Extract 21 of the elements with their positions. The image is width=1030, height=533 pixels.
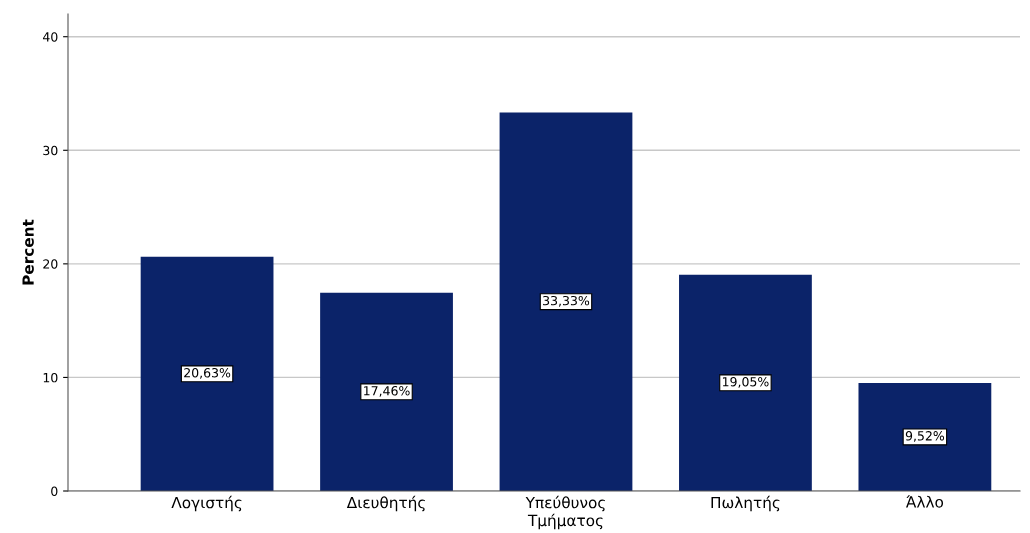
y-tick-label: 10 [43,372,58,383]
x-tick-label: Πωλητής [711,495,780,512]
data-label: 17,46% [364,386,410,397]
data-label: 33,33% [543,295,590,307]
x-tick-label: Διευθητής [346,495,425,512]
y-tick-label: 20 [43,259,58,269]
y-tick-label: 30 [43,145,58,156]
y-tick-label: 0 [51,486,58,496]
x-tick-label: Άλλο [906,495,944,508]
x-tick-label: Υπεύθυνος Τμήματος [525,495,605,530]
bar [140,256,274,491]
x-tick-label: Λογιστής [171,495,242,512]
data-label: 9,52% [905,431,945,442]
bar [679,274,812,491]
bar [858,382,992,491]
bar [320,292,453,491]
y-tick-label: 40 [42,32,58,42]
data-label: 20,63% [184,368,231,379]
bar [499,112,633,491]
y-axis-title: Percent [22,219,34,285]
data-label: 19,05% [722,377,769,388]
